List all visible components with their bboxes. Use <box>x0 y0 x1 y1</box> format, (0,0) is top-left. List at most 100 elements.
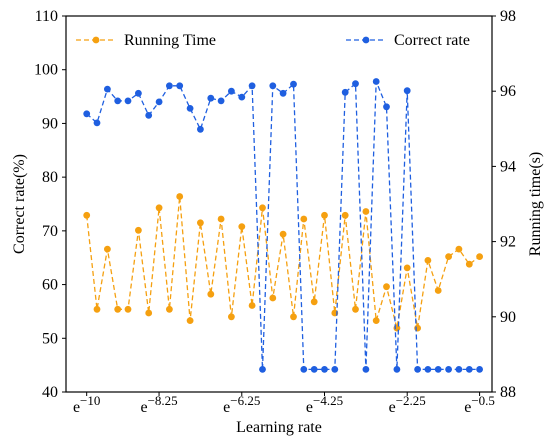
data-point <box>93 119 101 127</box>
data-point <box>93 305 101 313</box>
x-tick-label: e−10 <box>73 393 100 416</box>
data-point <box>207 290 215 298</box>
y-left-tick-label: 90 <box>42 115 58 132</box>
data-point <box>104 85 111 93</box>
y-axis-right-label: Running time(s) <box>527 152 544 256</box>
data-point <box>372 317 380 324</box>
data-point <box>352 305 359 313</box>
data-point <box>197 219 204 227</box>
data-point <box>383 283 390 291</box>
data-point <box>135 226 142 234</box>
x-tick-label: e−0.5 <box>464 393 495 416</box>
data-point <box>341 211 349 219</box>
ticks: 40 50 60 70 80 90 100 110 88 90 92 94 96 98 e−10 e−8.25… <box>34 8 516 416</box>
data-point <box>259 204 266 212</box>
data-point <box>145 309 153 317</box>
data-point <box>403 87 411 95</box>
data-point <box>372 78 380 85</box>
data-point <box>403 264 411 272</box>
data-point <box>290 80 297 88</box>
data-point <box>186 105 194 112</box>
y-left-tick-label: 100 <box>34 62 58 79</box>
data-point <box>352 80 359 88</box>
legend-label: Correct rate <box>394 32 470 49</box>
data-point <box>238 223 246 231</box>
y-right-tick-label: 96 <box>500 83 516 100</box>
series-1 <box>83 193 483 332</box>
data-point <box>465 260 473 268</box>
y-left-tick-label: 50 <box>42 330 58 347</box>
data-point <box>476 253 483 260</box>
x-tick-label: e−4.25 <box>306 393 343 416</box>
data-point <box>465 366 473 373</box>
x-tick-label: e−2.25 <box>389 393 426 416</box>
legend-entry: Correct rate <box>346 32 470 49</box>
y-left-tick-label: 40 <box>42 384 58 401</box>
y-left-tick-label: 80 <box>42 169 58 186</box>
data-point <box>455 366 463 373</box>
data-point <box>434 366 442 373</box>
x-tick-label: e−6.25 <box>223 393 260 416</box>
y-left-tick-label: 70 <box>42 223 58 240</box>
y-right-tick-label: 90 <box>500 309 516 326</box>
plot-frame <box>65 15 493 393</box>
data-point <box>445 253 452 260</box>
data-point <box>300 366 308 373</box>
data-point <box>83 110 91 118</box>
legend-entry: Running Time <box>76 32 216 49</box>
legend-marker <box>92 36 100 44</box>
data-point <box>310 366 318 373</box>
data-point <box>341 88 349 96</box>
data-point <box>476 366 483 373</box>
legend: Running Time Correct rate <box>76 32 470 49</box>
data-point <box>445 366 452 373</box>
data-point <box>414 324 421 332</box>
data-point <box>362 366 370 373</box>
data-point <box>393 366 401 373</box>
data-point <box>114 305 122 313</box>
data-point <box>248 82 256 90</box>
data-point <box>228 313 235 321</box>
y-right-tick-label: 88 <box>500 384 516 401</box>
data-point <box>155 98 163 106</box>
legend-label: Running Time <box>124 32 216 49</box>
data-point <box>414 366 421 373</box>
data-point <box>310 298 318 306</box>
data-point <box>228 87 235 95</box>
data-point <box>197 125 204 133</box>
y-right-tick-label: 98 <box>500 8 516 25</box>
data-point <box>279 230 287 238</box>
data-point <box>362 208 370 215</box>
data-point <box>104 245 111 253</box>
y-left-tick-label: 110 <box>35 8 58 25</box>
data-point <box>424 257 432 264</box>
data-point <box>383 103 390 111</box>
series-2 <box>83 78 483 373</box>
data-point <box>166 305 173 313</box>
data-point <box>331 366 339 373</box>
y-right-tick-label: 94 <box>500 158 516 175</box>
data-point <box>424 366 432 373</box>
series-line <box>86 196 480 329</box>
data-point <box>145 112 153 119</box>
data-point <box>217 215 225 223</box>
x-axis-label: Learning rate <box>236 419 322 436</box>
data-point <box>176 82 184 90</box>
data-point <box>321 366 328 373</box>
data-point <box>186 317 194 324</box>
series-lines <box>83 78 483 373</box>
data-point <box>238 93 246 101</box>
data-point <box>290 313 297 321</box>
data-point <box>279 89 287 97</box>
data-point <box>135 89 142 97</box>
data-point <box>300 215 308 223</box>
y-right-tick-label: 92 <box>500 234 516 251</box>
legend-marker <box>362 36 370 44</box>
x-tick-label: e−8.25 <box>140 393 177 416</box>
y-left-tick-label: 60 <box>42 277 58 294</box>
data-point <box>83 211 91 219</box>
data-point <box>434 287 442 294</box>
data-point <box>455 245 463 253</box>
y-axis-left-label: Correct rate(%) <box>11 154 28 254</box>
